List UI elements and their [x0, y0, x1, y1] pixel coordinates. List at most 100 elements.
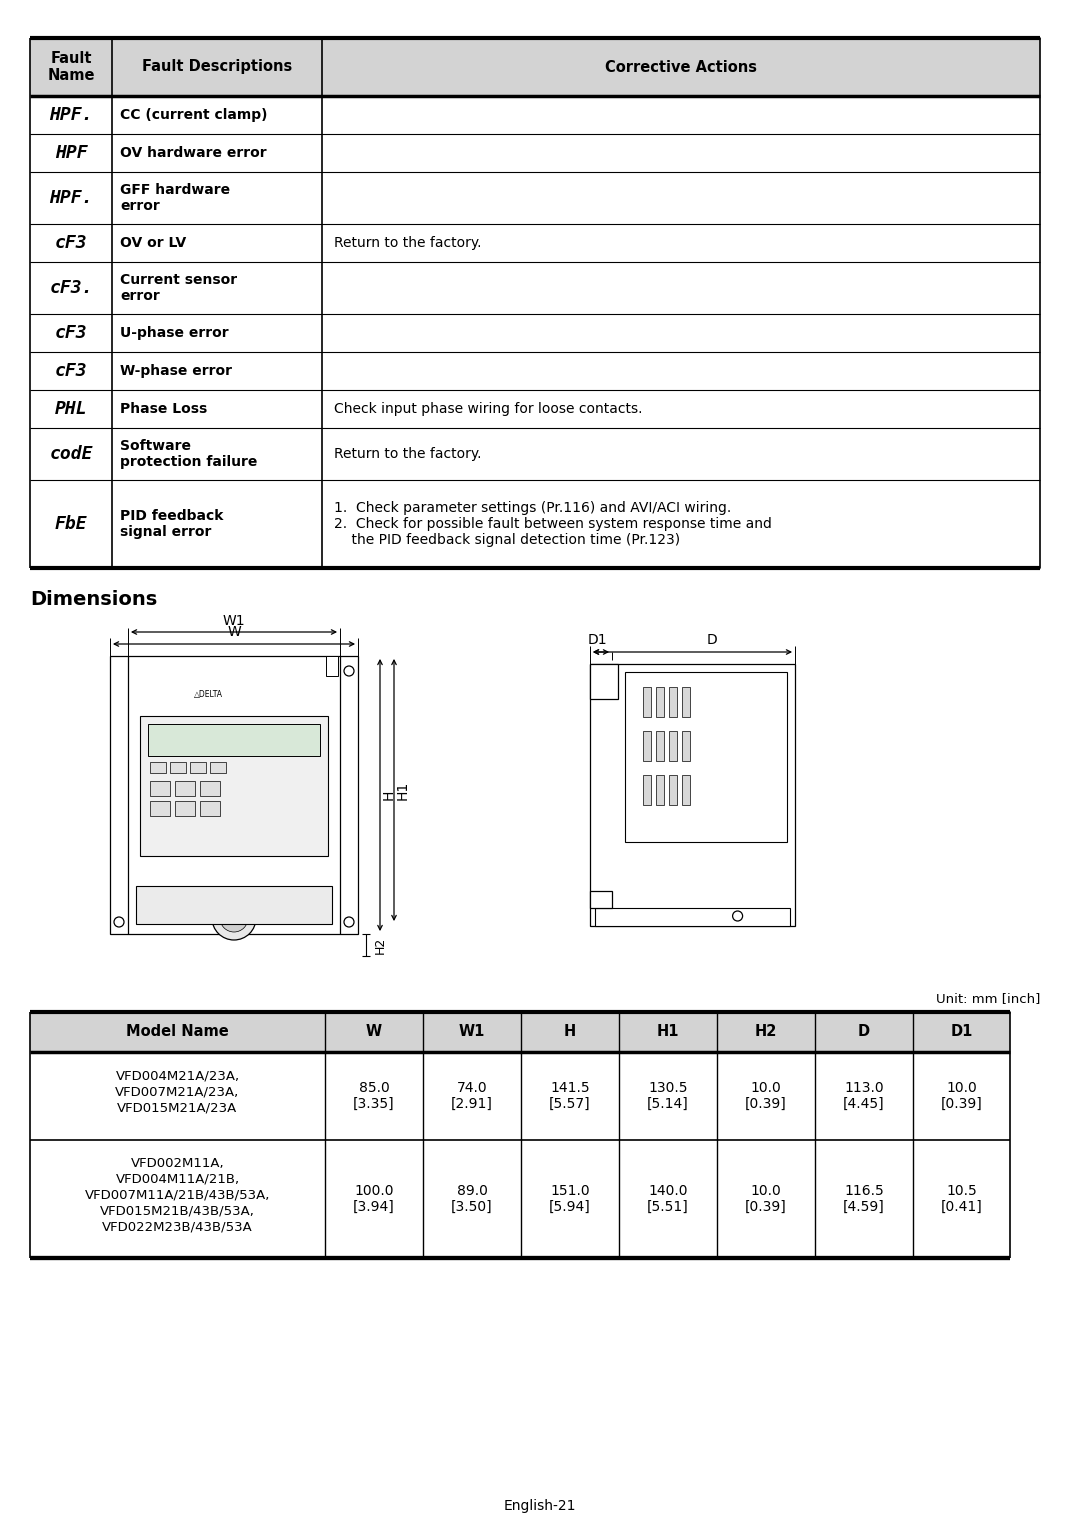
Text: PHL: PHL — [55, 400, 87, 417]
Text: cF3: cF3 — [55, 362, 87, 380]
Text: 10.0
[0.39]: 10.0 [0.39] — [745, 1081, 787, 1111]
Text: PID feedback
signal error: PID feedback signal error — [120, 509, 224, 538]
Bar — [326, 657, 338, 676]
Text: Check input phase wiring for loose contacts.: Check input phase wiring for loose conta… — [334, 402, 643, 416]
Text: 10.0
[0.39]: 10.0 [0.39] — [745, 1184, 787, 1213]
Bar — [170, 762, 186, 773]
Text: VFD004M11A/21B,: VFD004M11A/21B, — [116, 1172, 240, 1186]
Text: Phase Loss: Phase Loss — [120, 402, 207, 416]
Text: Software
protection failure: Software protection failure — [120, 439, 257, 469]
Text: 10.5
[0.41]: 10.5 [0.41] — [941, 1184, 983, 1213]
Text: Current sensor
error: Current sensor error — [120, 273, 238, 304]
Text: Model Name: Model Name — [126, 1025, 229, 1040]
Bar — [210, 762, 226, 773]
Bar — [140, 716, 328, 856]
Text: W: W — [366, 1025, 382, 1040]
Circle shape — [220, 904, 248, 933]
Circle shape — [114, 917, 124, 927]
Bar — [656, 732, 664, 761]
Bar — [190, 762, 206, 773]
Text: 89.0
[3.50]: 89.0 [3.50] — [451, 1184, 492, 1213]
Text: 151.0
[5.94]: 151.0 [5.94] — [549, 1184, 591, 1213]
Text: OV or LV: OV or LV — [120, 236, 186, 250]
Bar — [136, 887, 332, 923]
Text: English-21: English-21 — [503, 1499, 577, 1513]
Bar — [681, 775, 690, 805]
Bar — [656, 775, 664, 805]
Text: HPF.: HPF. — [50, 106, 93, 124]
PathPatch shape — [590, 891, 612, 908]
Text: W1: W1 — [459, 1025, 485, 1040]
Bar — [200, 801, 220, 816]
Text: 113.0
[4.45]: 113.0 [4.45] — [843, 1081, 885, 1111]
Text: GFF hardware
error: GFF hardware error — [120, 183, 230, 213]
Bar — [30, 38, 1040, 97]
Bar — [669, 687, 677, 716]
Text: VFD004M21A/23A,: VFD004M21A/23A, — [116, 1069, 240, 1083]
Bar — [643, 775, 651, 805]
Bar — [656, 687, 664, 716]
Text: CC (current clamp): CC (current clamp) — [120, 107, 268, 123]
Text: 10.0
[0.39]: 10.0 [0.39] — [941, 1081, 983, 1111]
Text: 140.0
[5.51]: 140.0 [5.51] — [647, 1184, 689, 1213]
Text: VFD015M21B/43B/53A,: VFD015M21B/43B/53A, — [100, 1204, 255, 1218]
Text: cF3.: cF3. — [50, 279, 93, 298]
Bar — [150, 801, 170, 816]
Bar — [150, 781, 170, 796]
Bar — [681, 687, 690, 716]
Text: 130.5
[5.14]: 130.5 [5.14] — [647, 1081, 689, 1111]
Text: Dimensions: Dimensions — [30, 591, 158, 609]
Bar — [643, 687, 651, 716]
Text: codE: codE — [50, 445, 93, 463]
Text: 85.0
[3.35]: 85.0 [3.35] — [353, 1081, 395, 1111]
Text: Return to the factory.: Return to the factory. — [334, 236, 482, 250]
Text: H: H — [564, 1025, 576, 1040]
Bar — [30, 1012, 1010, 1052]
Circle shape — [212, 896, 256, 940]
Text: OV hardware error: OV hardware error — [120, 146, 267, 160]
Text: Unit: mm [inch]: Unit: mm [inch] — [935, 992, 1040, 1005]
Circle shape — [732, 911, 743, 920]
Text: VFD002M11A,: VFD002M11A, — [131, 1157, 225, 1169]
Text: D: D — [858, 1025, 870, 1040]
Text: D: D — [707, 634, 718, 647]
Bar — [643, 732, 651, 761]
Text: VFD022M23B/43B/53A: VFD022M23B/43B/53A — [103, 1221, 253, 1233]
Text: HPF.: HPF. — [50, 189, 93, 207]
Text: U-phase error: U-phase error — [120, 327, 229, 341]
Text: VFD007M21A/23A,: VFD007M21A/23A, — [116, 1086, 240, 1098]
Text: H1: H1 — [657, 1025, 679, 1040]
Circle shape — [345, 917, 354, 927]
Bar — [595, 908, 789, 927]
Text: 141.5
[5.57]: 141.5 [5.57] — [550, 1081, 591, 1111]
Text: H1: H1 — [396, 781, 410, 799]
Text: VFD007M11A/21B/43B/53A,: VFD007M11A/21B/43B/53A, — [85, 1189, 270, 1201]
Text: VFD015M21A/23A: VFD015M21A/23A — [118, 1101, 238, 1115]
Text: Return to the factory.: Return to the factory. — [334, 446, 482, 462]
Bar — [669, 732, 677, 761]
Text: 116.5
[4.59]: 116.5 [4.59] — [843, 1184, 885, 1213]
Text: 100.0
[3.94]: 100.0 [3.94] — [353, 1184, 395, 1213]
Bar — [200, 781, 220, 796]
Text: cF3: cF3 — [55, 324, 87, 342]
Bar — [681, 732, 690, 761]
Text: cF3: cF3 — [55, 235, 87, 252]
Bar — [148, 724, 320, 756]
Bar — [175, 801, 195, 816]
Bar — [625, 672, 787, 842]
Text: HPF: HPF — [55, 144, 87, 163]
Text: Corrective Actions: Corrective Actions — [605, 60, 757, 75]
Text: Fault Descriptions: Fault Descriptions — [141, 60, 292, 75]
Text: W-phase error: W-phase error — [120, 364, 232, 377]
Text: 74.0
[2.91]: 74.0 [2.91] — [451, 1081, 492, 1111]
Text: W: W — [227, 624, 241, 640]
Bar — [669, 775, 677, 805]
Bar — [590, 664, 795, 927]
Text: Fault
Name: Fault Name — [48, 51, 95, 83]
Text: D1: D1 — [950, 1025, 973, 1040]
Text: D1: D1 — [588, 634, 608, 647]
Text: △DELTA: △DELTA — [194, 689, 224, 698]
Bar — [150, 762, 166, 773]
Text: W1: W1 — [222, 614, 245, 627]
Bar — [175, 781, 195, 796]
